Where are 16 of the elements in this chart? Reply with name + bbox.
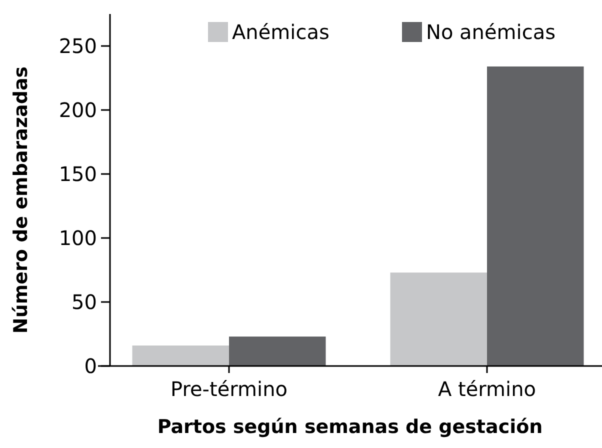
y-tick-label: 250 [58, 34, 97, 58]
legend-label: No anémicas [426, 20, 556, 44]
bar [487, 66, 584, 366]
y-tick-label: 150 [58, 162, 97, 186]
y-tick-label: 0 [84, 354, 97, 378]
bar [229, 336, 326, 366]
y-tick-label: 50 [72, 290, 97, 314]
x-tick-label: A término [438, 377, 536, 401]
y-axis-title: Número de embarazadas [10, 66, 32, 334]
legend-label: Anémicas [232, 20, 330, 44]
x-axis-title: Partos según semanas de gestación [157, 416, 543, 438]
bar [132, 346, 229, 366]
bar [390, 272, 487, 366]
y-tick-label: 200 [58, 98, 97, 122]
x-tick-label: Pre-término [170, 377, 288, 401]
y-tick-label: 100 [58, 226, 97, 250]
